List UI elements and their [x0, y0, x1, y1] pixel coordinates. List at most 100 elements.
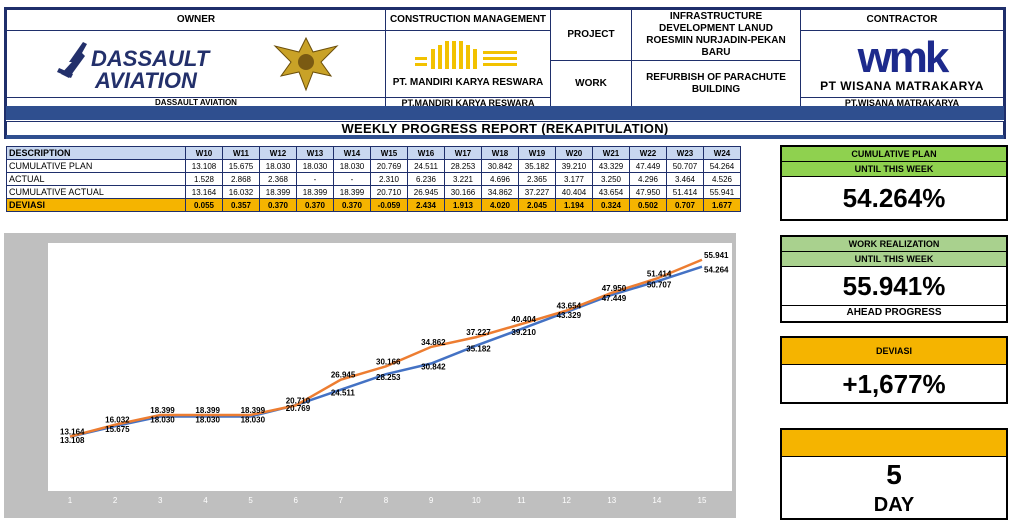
contractor-logo-sub: PT WISANA MATRAKARYA: [820, 79, 984, 93]
data-label: 15.675: [105, 425, 130, 434]
wmk-logo-text: wmk: [857, 33, 950, 82]
table-cell: 1.194: [555, 198, 593, 212]
table-cell: -: [296, 172, 334, 186]
real-head-2: UNTIL THIS WEEK: [782, 252, 1006, 267]
data-label: 35.182: [466, 345, 491, 354]
row-label: CUMULATIVE PLAN: [6, 159, 186, 173]
plan-head-1: CUMULATIVE PLAN: [782, 147, 1006, 162]
plan-head-2: UNTIL THIS WEEK: [782, 162, 1006, 177]
dev-head: DEVIASI: [782, 338, 1006, 365]
table-cell: 13.108: [185, 159, 223, 173]
table-cell: -: [333, 172, 371, 186]
x-tick-label: 5: [248, 496, 253, 505]
table-cell: 20.769: [370, 159, 408, 173]
progress-chart: 1 2 3 4 5 6 7 8 9 10 11 12 13 14 15 13.108 15.675 18.030…: [4, 233, 736, 518]
table-row: CUMULATIVE ACTUAL 13.164 16.032 18.399 18.39…: [6, 185, 741, 199]
table-cell: 37.227: [518, 185, 556, 199]
mandiri-logo-icon: [415, 41, 517, 69]
week-header: W21: [592, 146, 630, 160]
data-label: 40.404: [511, 315, 536, 324]
week-header: W10: [185, 146, 223, 160]
table-cell: 6.236: [407, 172, 445, 186]
data-label: 18.399: [195, 406, 220, 415]
table-cell: 4.296: [629, 172, 667, 186]
table-cell: 40.404: [555, 185, 593, 199]
x-tick-label: 13: [607, 496, 616, 505]
data-label: 47.449: [602, 294, 627, 303]
real-value: 55.941%: [782, 267, 1006, 306]
week-header: W24: [703, 146, 741, 160]
week-header: W16: [407, 146, 445, 160]
x-tick-label: 4: [203, 496, 208, 505]
table-cell: 54.264: [703, 159, 741, 173]
table-cell: 0.502: [629, 198, 667, 212]
table-cell: 4.526: [703, 172, 741, 186]
owner-label: OWNER: [6, 9, 386, 31]
table-cell: 3.221: [444, 172, 482, 186]
table-cell: 18.030: [259, 159, 297, 173]
table-cell: 2.868: [222, 172, 260, 186]
week-header: W18: [481, 146, 519, 160]
data-label: 18.399: [150, 406, 175, 415]
week-header: W20: [555, 146, 593, 160]
deviation-card: DEVIASI +1,677%: [780, 336, 1008, 404]
data-label: 30.842: [421, 363, 446, 372]
week-header: W12: [259, 146, 297, 160]
real-head-1: WORK REALIZATION: [782, 237, 1006, 252]
table-cell: 43.654: [592, 185, 630, 199]
data-label: 13.164: [60, 428, 85, 437]
data-label: 54.264: [704, 266, 729, 275]
table-cell: 3.464: [666, 172, 704, 186]
x-tick-label: 3: [158, 496, 163, 505]
table-cell: 2.045: [518, 198, 556, 212]
table-cell: 18.030: [333, 159, 371, 173]
x-tick-label: 7: [339, 496, 344, 505]
data-label: 28.253: [376, 373, 401, 382]
table-cell: 0.370: [296, 198, 334, 212]
table-cell: 34.862: [481, 185, 519, 199]
table-row: DEVIASI 0.055 0.357 0.370 0.370 0.370 -0.059 2.…: [6, 198, 741, 212]
table-cell: 35.182: [518, 159, 556, 173]
table-cell: 51.414: [666, 185, 704, 199]
day-label: DAY: [873, 494, 915, 516]
table-header-row: DESCRIPTION W10 W11 W12 W13 W14 W15 W16 W17 W18 W1…: [6, 146, 741, 160]
data-label: 47.950: [602, 284, 627, 293]
table-cell: 2.368: [259, 172, 297, 186]
table-row: ACTUAL 1.528 2.868 2.368- -2.310 6.236 3.221 4.…: [6, 172, 741, 186]
row-label: CUMULATIVE ACTUAL: [6, 185, 186, 199]
table-row: CUMULATIVE PLAN 13.108 15.675 18.030 18.030 1…: [6, 159, 741, 173]
row-label: ACTUAL: [6, 172, 186, 186]
table-cell: 43.329: [592, 159, 630, 173]
dassault-logo-icon: DASSAULT AVIATION: [57, 42, 211, 93]
table-cell: 0.324: [592, 198, 630, 212]
data-label: 51.414: [647, 269, 672, 278]
data-label: 18.399: [241, 406, 266, 415]
data-label: 18.030: [195, 415, 220, 424]
table-cell: 50.707: [666, 159, 704, 173]
table-cell: 18.399: [333, 185, 371, 199]
table-cell: 26.945: [407, 185, 445, 199]
plan-value: 54.264%: [842, 183, 946, 213]
table-cell: 47.950: [629, 185, 667, 199]
owner-logo-text-2: AVIATION: [94, 68, 198, 93]
data-label: 43.329: [557, 311, 582, 320]
table-cell: 18.399: [296, 185, 334, 199]
x-tick-label: 2: [113, 496, 118, 505]
plan-card: CUMULATIVE PLAN UNTIL THIS WEEK 54.264%: [780, 145, 1008, 221]
table-cell: 15.675: [222, 159, 260, 173]
table-cell: 18.030: [296, 159, 334, 173]
table-cell: 24.511: [407, 159, 445, 173]
owner-logo-text-1: DASSAULT: [91, 46, 211, 71]
contractor-label: CONTRACTOR: [800, 9, 1004, 31]
project-value: INFRASTRUCTURE DEVELOPMENT LANUD ROESMIN…: [631, 9, 801, 61]
data-label: 50.707: [647, 280, 672, 289]
table-cell: 0.370: [259, 198, 297, 212]
week-header: W19: [518, 146, 556, 160]
series-line-1: [69, 258, 703, 438]
row-label: DEVIASI: [6, 198, 186, 212]
data-label: 13.108: [60, 436, 85, 445]
data-label: 18.030: [150, 415, 175, 424]
table-cell: 0.055: [185, 198, 223, 212]
table-cell: 28.253: [444, 159, 482, 173]
data-label: 24.511: [331, 389, 356, 398]
